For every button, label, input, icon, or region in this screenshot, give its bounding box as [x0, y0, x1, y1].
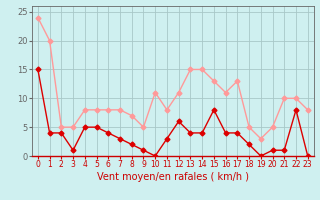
- X-axis label: Vent moyen/en rafales ( km/h ): Vent moyen/en rafales ( km/h ): [97, 172, 249, 182]
